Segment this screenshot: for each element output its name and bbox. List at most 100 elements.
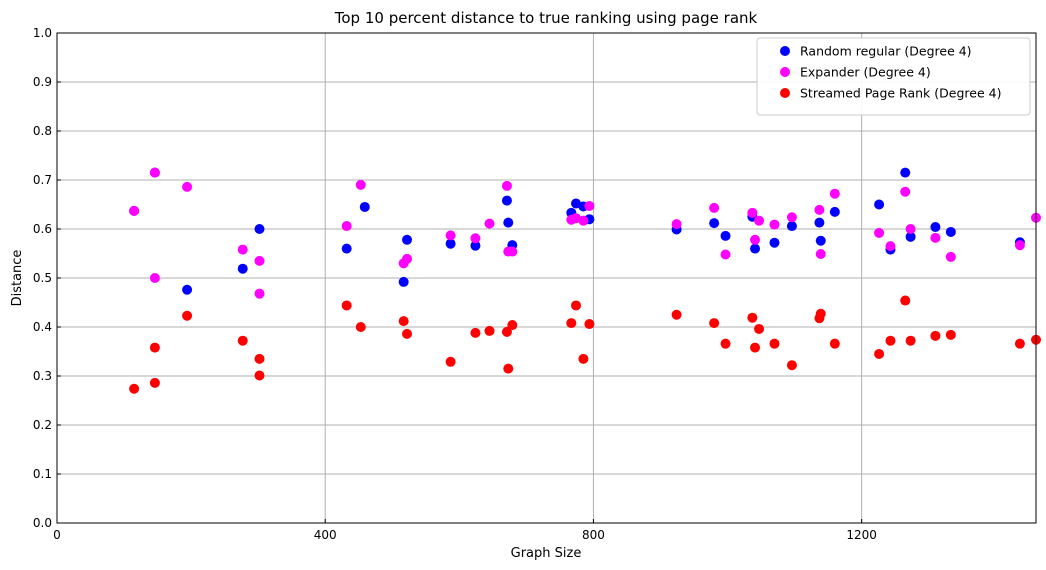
y-tick-label: 0.8 bbox=[33, 124, 52, 138]
data-point bbox=[750, 342, 761, 353]
data-point bbox=[445, 356, 456, 367]
legend: Random regular (Degree 4) Expander (Degre… bbox=[756, 37, 1031, 116]
data-point bbox=[578, 215, 589, 226]
data-point bbox=[900, 295, 911, 306]
data-point bbox=[905, 335, 916, 346]
y-tick-label: 1.0 bbox=[33, 26, 52, 40]
data-point bbox=[129, 205, 140, 216]
data-point bbox=[671, 219, 682, 230]
series-3 bbox=[129, 295, 1041, 394]
data-point bbox=[814, 204, 825, 215]
y-tick-label: 0.7 bbox=[33, 173, 52, 187]
data-point bbox=[182, 284, 193, 295]
x-tick-label: 800 bbox=[582, 528, 605, 542]
data-point bbox=[355, 179, 366, 190]
data-point bbox=[709, 218, 720, 229]
series-2 bbox=[129, 167, 1041, 299]
data-point bbox=[182, 181, 193, 192]
x-axis-label: Graph Size bbox=[511, 546, 582, 561]
y-tick-label: 0.2 bbox=[33, 418, 52, 432]
series-1 bbox=[129, 167, 1025, 295]
data-point bbox=[747, 312, 758, 323]
data-point bbox=[237, 263, 248, 274]
data-point bbox=[484, 325, 495, 336]
data-point bbox=[149, 377, 160, 388]
data-point bbox=[584, 200, 595, 211]
data-point bbox=[720, 338, 731, 349]
data-point bbox=[445, 238, 456, 249]
data-point bbox=[709, 318, 720, 329]
data-point bbox=[1014, 240, 1025, 251]
data-point bbox=[945, 226, 956, 237]
data-point bbox=[341, 221, 352, 232]
data-point bbox=[786, 221, 797, 232]
data-point bbox=[829, 206, 840, 217]
data-point bbox=[503, 217, 514, 228]
data-point bbox=[470, 327, 481, 338]
data-point bbox=[814, 217, 825, 228]
data-point bbox=[747, 207, 758, 218]
data-point bbox=[129, 383, 140, 394]
data-point bbox=[254, 255, 265, 266]
data-point bbox=[1014, 338, 1025, 349]
x-tick-label: 1200 bbox=[846, 528, 877, 542]
data-point bbox=[874, 227, 885, 238]
data-point bbox=[237, 244, 248, 255]
data-point bbox=[829, 338, 840, 349]
data-point bbox=[501, 195, 512, 206]
chart-title: Top 10 percent distance to true ranking … bbox=[334, 9, 758, 27]
legend-marker bbox=[780, 67, 790, 77]
data-point bbox=[885, 335, 896, 346]
y-tick-label: 0.9 bbox=[33, 75, 52, 89]
data-point bbox=[930, 222, 941, 233]
data-point bbox=[507, 246, 518, 257]
data-point bbox=[359, 201, 370, 212]
data-point bbox=[254, 353, 265, 364]
data-point bbox=[254, 224, 265, 234]
data-point bbox=[501, 326, 512, 337]
data-point bbox=[470, 240, 481, 251]
data-point bbox=[905, 231, 916, 242]
data-point bbox=[584, 319, 595, 330]
legend-label: Streamed Page Rank (Degree 4) bbox=[800, 86, 1001, 101]
y-tick-label: 0.0 bbox=[33, 516, 52, 530]
data-point bbox=[945, 251, 956, 262]
data-point bbox=[769, 338, 780, 349]
data-point bbox=[149, 273, 160, 283]
data-point bbox=[874, 199, 885, 210]
data-point bbox=[402, 328, 413, 339]
data-point bbox=[720, 230, 731, 241]
data-point bbox=[402, 234, 413, 245]
x-tick-label: 0 bbox=[53, 528, 61, 542]
x-axis-ticks: 0 400 800 1200 bbox=[53, 519, 877, 542]
data-point bbox=[341, 300, 352, 311]
legend-label: Expander (Degree 4) bbox=[800, 65, 931, 80]
data-point bbox=[254, 288, 265, 299]
data-point bbox=[182, 310, 193, 321]
data-point bbox=[355, 322, 366, 332]
data-point bbox=[769, 237, 780, 248]
data-point bbox=[149, 167, 160, 178]
data-point bbox=[507, 320, 518, 331]
data-point bbox=[930, 232, 941, 243]
data-point bbox=[470, 233, 481, 244]
data-point bbox=[501, 180, 512, 191]
data-point bbox=[709, 202, 720, 213]
data-point bbox=[769, 219, 780, 230]
data-point bbox=[945, 329, 956, 340]
y-axis-label: Distance bbox=[10, 250, 25, 307]
x-tick-label: 400 bbox=[314, 528, 337, 542]
data-point bbox=[754, 323, 765, 334]
legend-marker bbox=[780, 88, 790, 98]
data-point bbox=[815, 248, 826, 259]
data-point bbox=[815, 235, 826, 246]
data-point bbox=[750, 234, 761, 245]
y-tick-label: 0.5 bbox=[33, 271, 52, 285]
y-axis-ticks: 0.0 0.1 0.2 0.3 0.4 0.5 0.6 0.7 0.8 0.9 1.0 bbox=[33, 26, 61, 530]
y-tick-label: 0.4 bbox=[33, 320, 52, 334]
data-point bbox=[578, 353, 589, 364]
data-point bbox=[930, 330, 941, 341]
data-point bbox=[445, 230, 456, 241]
data-point bbox=[900, 186, 911, 197]
